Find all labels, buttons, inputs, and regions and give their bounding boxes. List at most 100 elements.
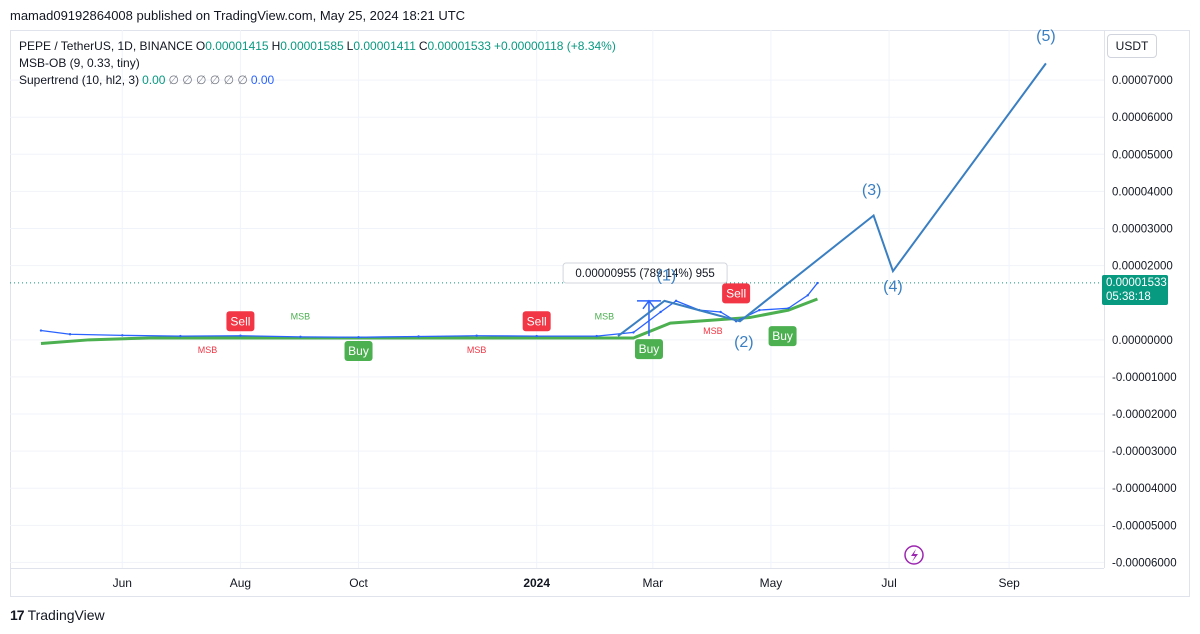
price-point <box>787 307 790 310</box>
legend-indicator-msb[interactable]: MSB-OB (9, 0.33, tiny) <box>19 55 616 72</box>
tradingview-logo-icon: 17 <box>10 607 25 623</box>
price-point <box>595 334 598 338</box>
msb-label: MSB <box>595 311 615 321</box>
y-tick-label: 0.00003000 <box>1112 224 1173 236</box>
msb-label: MSB <box>703 326 723 336</box>
price-point <box>632 331 635 334</box>
supertrend-layer <box>40 297 818 346</box>
axis-layer: 0.00007000 0.00006000 0.00005000 0.00004000… <box>113 75 1177 590</box>
indicator-msb-label: MSB-OB (9, 0.33, tiny) <box>19 56 140 70</box>
sell-signal[interactable]: Sell <box>722 283 751 304</box>
flash-icon[interactable] <box>904 545 924 565</box>
msb-label: MSB <box>198 345 218 355</box>
brand-name: TradingView <box>27 607 105 623</box>
x-tick-label: Jul <box>881 576 896 590</box>
measure-tool-layer: 0.00000955 (789.14%) 955 <box>562 262 728 337</box>
supertrend-value-2: 0.00 <box>250 73 275 87</box>
msb-label: MSB <box>291 311 311 321</box>
y-tick-label: 0.00007000 <box>1112 75 1173 87</box>
y-tick-label: 0.00002000 <box>1112 261 1173 273</box>
price-point <box>39 329 43 332</box>
publish-text: published on TradingView.com, <box>132 8 320 23</box>
x-tick-label: Oct <box>349 576 368 590</box>
buy-signal-box <box>634 339 663 360</box>
buy-signal-label: Buy <box>348 344 369 358</box>
signal-layer: Sell Buy Sell Buy Sell Buy MSB MSB MSB MSB MSB <box>198 283 797 361</box>
legend-change: +0.00000118 (+8.34%) <box>493 39 616 53</box>
buy-signal[interactable]: Buy <box>768 326 797 347</box>
supertrend-value: 0.00 <box>142 73 166 87</box>
price-point <box>417 335 420 338</box>
time-axis-divider <box>10 568 1104 569</box>
price-point <box>758 308 761 312</box>
grid-layer <box>10 30 1104 568</box>
x-tick-label: May <box>760 576 783 590</box>
price-point <box>816 281 819 285</box>
y-tick-label: 0.00004000 <box>1112 186 1173 198</box>
legend-high: H0.00001585 <box>271 39 344 53</box>
indicator-supertrend-label: Supertrend (10, hl2, 3) <box>19 73 140 87</box>
chart-legend: PEPE / TetherUS, 1D, BINANCE O0.00001415… <box>19 38 616 89</box>
x-tick-label: Sep <box>998 576 1020 590</box>
y-tick-label: -0.00006000 <box>1112 557 1177 569</box>
elliott-wave-line <box>617 62 1047 337</box>
x-tick-label: Aug <box>230 576 251 590</box>
price-point <box>357 336 360 339</box>
x-tick-label: Mar <box>643 576 664 590</box>
price-point <box>121 334 124 337</box>
publisher-name[interactable]: mamad09192864008 <box>10 8 133 23</box>
last-price-value: 0.00001533 <box>1106 277 1167 289</box>
legend-symbol-row[interactable]: PEPE / TetherUS, 1D, BINANCE O0.00001415… <box>19 38 616 55</box>
price-point <box>659 310 662 314</box>
y-tick-label: -0.00001000 <box>1112 372 1177 384</box>
wave-label: (4) <box>883 279 903 296</box>
sell-signal[interactable]: Sell <box>226 311 255 332</box>
legend-close: C0.00001533 <box>418 39 491 53</box>
price-point <box>719 310 722 314</box>
last-price-badge: 0.00001533 05:38:18 <box>1102 275 1168 305</box>
wave-label: (2) <box>734 334 754 351</box>
price-point <box>299 335 302 339</box>
legend-indicator-supertrend[interactable]: Supertrend (10, hl2, 3) 0.00 ∅ ∅ ∅ ∅ ∅ ∅… <box>19 72 616 89</box>
msb-label: MSB <box>467 345 487 355</box>
sell-signal-label: Sell <box>527 314 547 328</box>
sell-signal-box <box>722 283 751 304</box>
tradingview-branding[interactable]: 17 TradingView <box>10 607 105 623</box>
measure-label: 0.00000955 (789.14%) 955 <box>575 268 714 280</box>
price-point <box>239 334 242 337</box>
y-tick-label: 0.00000000 <box>1112 335 1173 347</box>
price-point <box>674 299 678 303</box>
buy-signal-box <box>344 340 373 361</box>
legend-low: L0.00001411 <box>346 39 416 53</box>
price-layer <box>39 281 819 339</box>
sell-signal-label: Sell <box>726 286 746 300</box>
y-tick-label: -0.00003000 <box>1112 446 1177 458</box>
wave-label: (3) <box>862 182 882 199</box>
sell-signal-label: Sell <box>230 314 250 328</box>
buy-signal[interactable]: Buy <box>634 339 663 360</box>
sell-signal-box <box>522 311 551 332</box>
buy-signal-box <box>768 326 797 347</box>
chart-frame <box>10 30 1190 597</box>
wave-label: (5) <box>1036 28 1056 45</box>
sell-signal[interactable]: Sell <box>522 311 551 332</box>
buy-signal-label: Buy <box>772 329 793 343</box>
publish-date: May 25, 2024 18:21 UTC <box>319 8 466 23</box>
buy-signal[interactable]: Buy <box>344 340 373 361</box>
bar-countdown: 05:38:18 <box>1106 291 1151 303</box>
supertrend-na-values: ∅ ∅ ∅ ∅ ∅ ∅ <box>168 73 248 87</box>
currency-button[interactable]: USDT <box>1107 34 1157 58</box>
price-point <box>535 334 538 338</box>
y-tick-label: 0.00005000 <box>1112 149 1173 161</box>
price-point <box>806 294 809 297</box>
y-tick-label: -0.00005000 <box>1112 520 1177 532</box>
x-tick-label: Jun <box>113 576 132 590</box>
publish-info: mamad09192864008 published on TradingVie… <box>10 8 465 23</box>
elliott-wave-layer: (1) (2) (3) (4) (5) <box>617 28 1056 351</box>
x-tick-label: 2024 <box>523 576 550 590</box>
price-point <box>179 334 182 338</box>
supertrend-line <box>40 297 818 346</box>
price-point <box>68 333 72 336</box>
legend-symbol: PEPE / TetherUS, 1D, BINANCE <box>19 39 193 53</box>
